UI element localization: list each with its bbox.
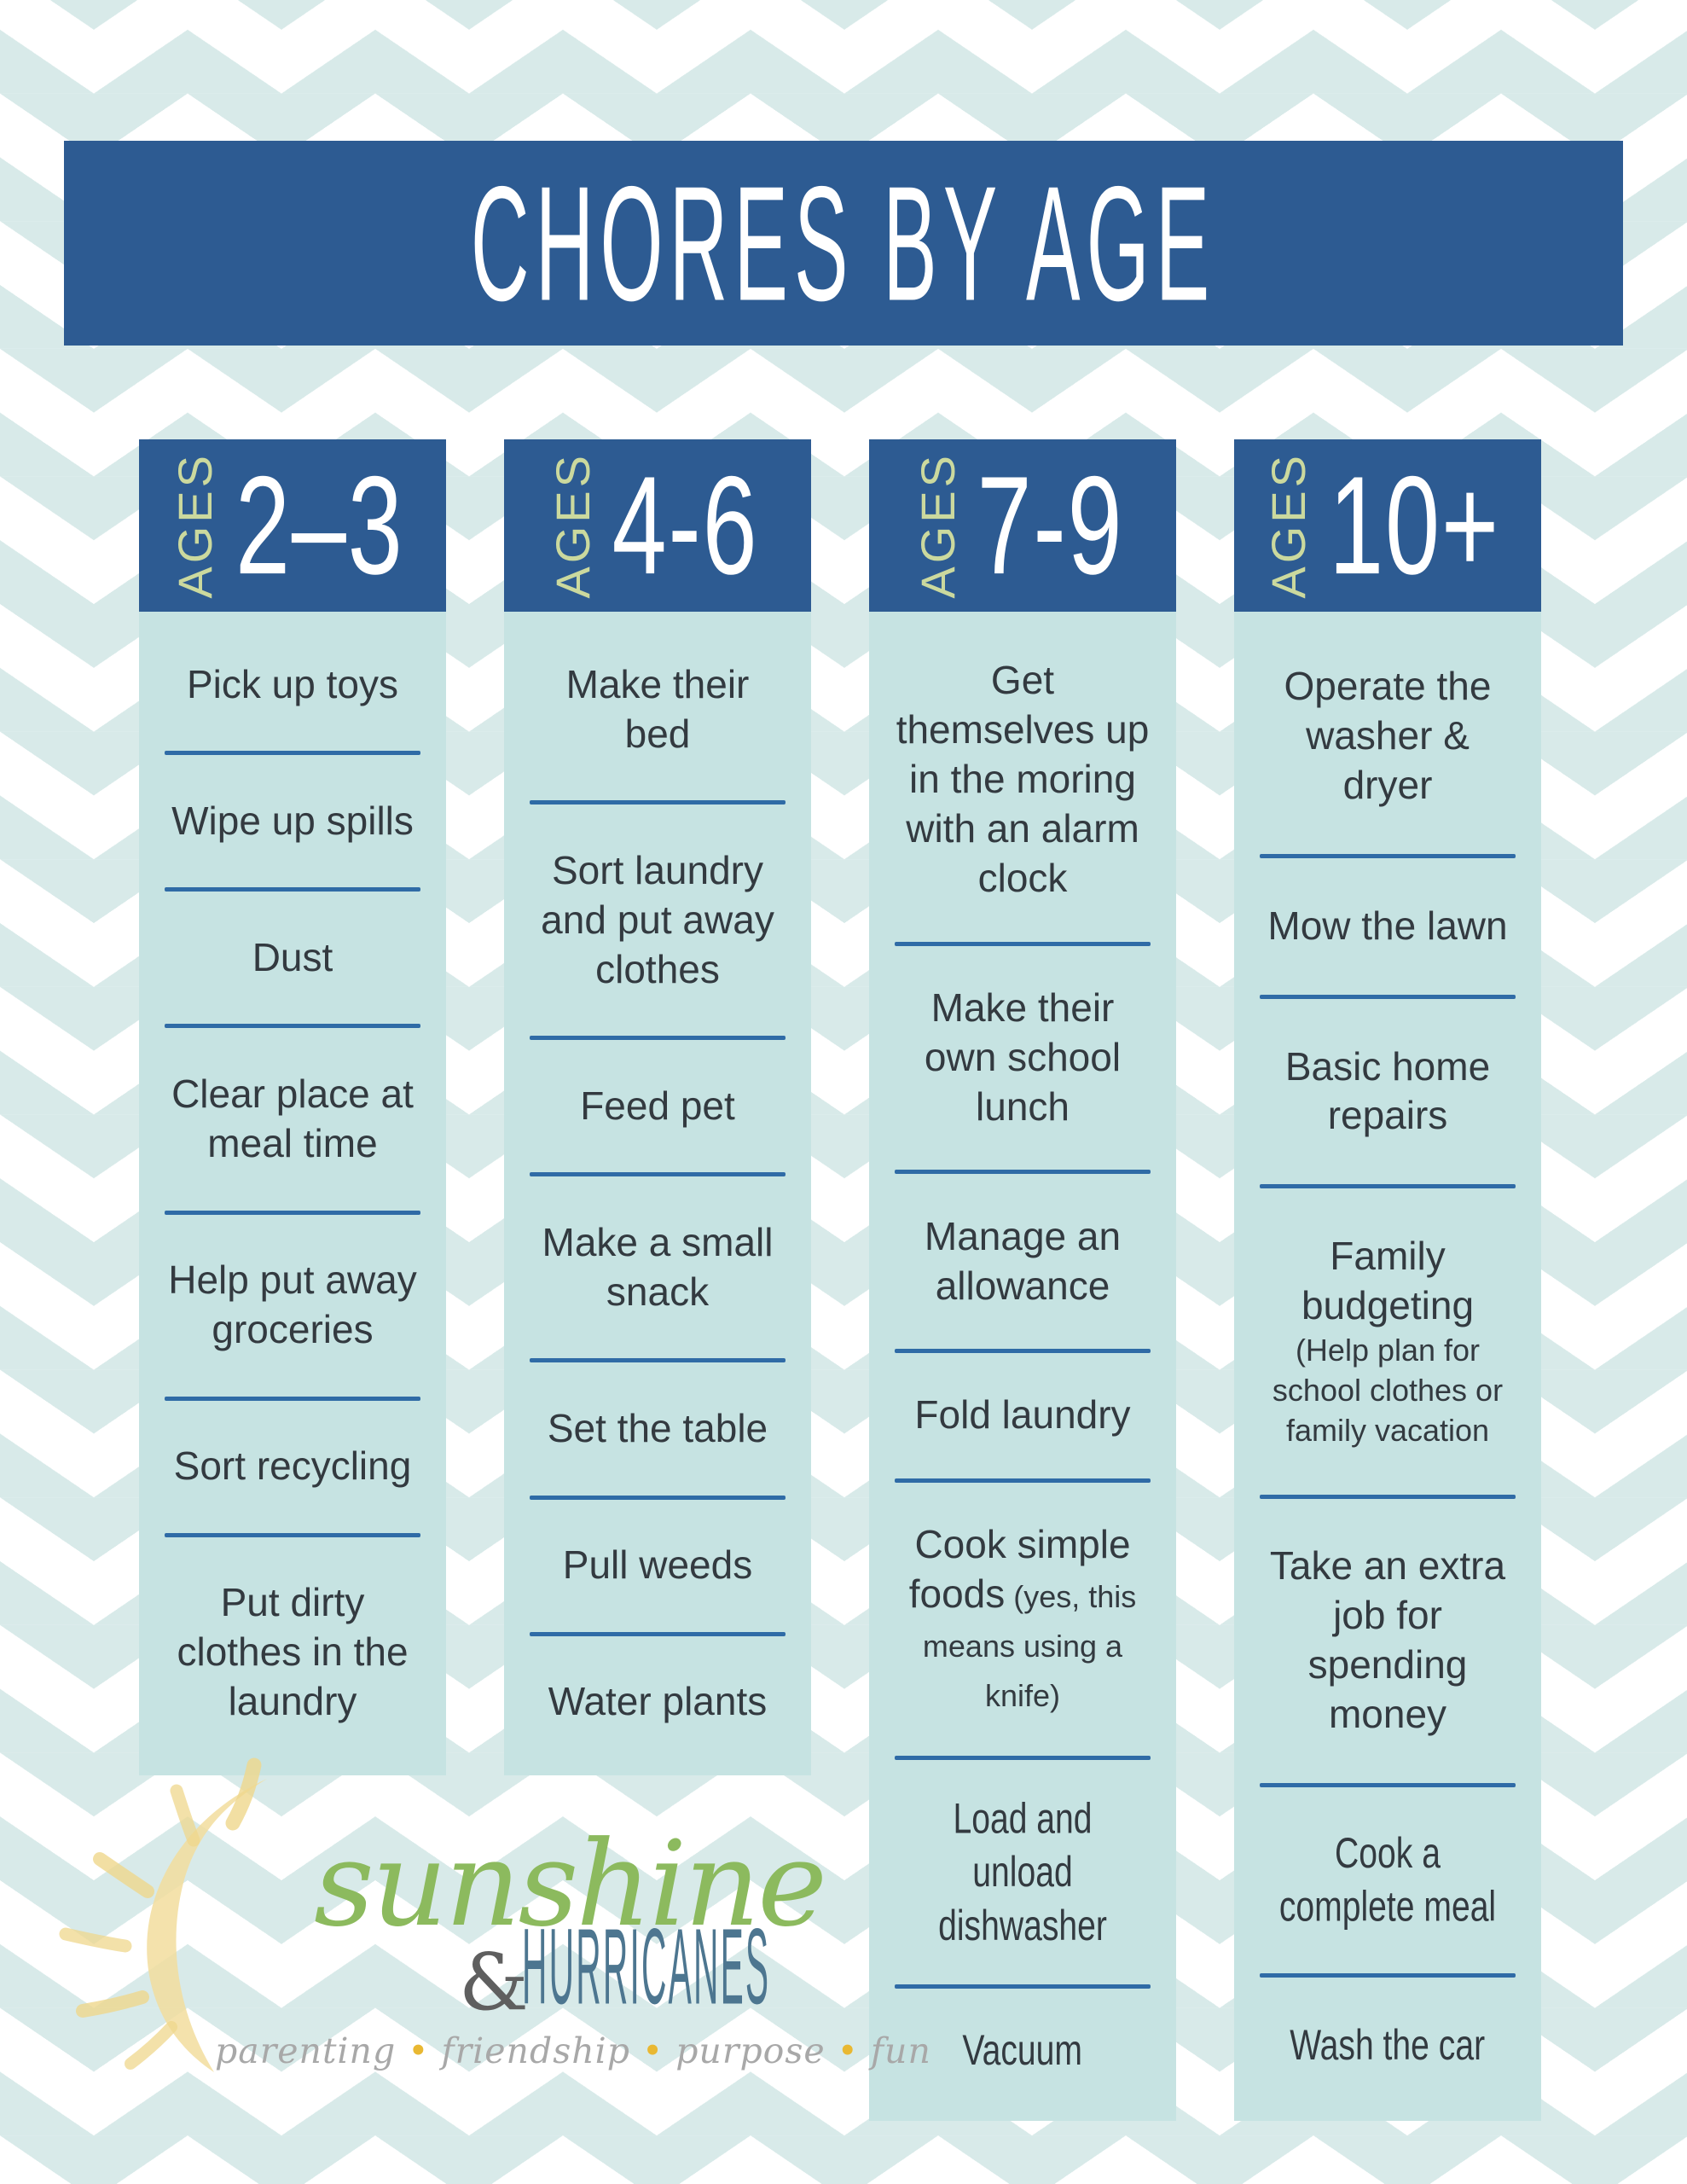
ages-vertical-label: AGES (168, 452, 223, 599)
divider-line (895, 1170, 1151, 1175)
chore-item: Make their bed (565, 661, 750, 756)
age-column: AGES 4-6 Make their bed Sort laundry and … (504, 439, 811, 1775)
logo-sunshine-text: sunshine (314, 1815, 827, 1953)
divider-line (895, 1348, 1151, 1353)
tagline-dot: • (642, 2030, 664, 2071)
chore-item: Wash the car (1290, 2020, 1486, 2069)
divider-line (895, 1478, 1151, 1483)
ages-vertical-label: AGES (910, 452, 965, 599)
divider-line (1260, 1494, 1516, 1499)
age-column-header: AGES 10+ (1234, 439, 1541, 612)
chore-item: Mow the lawn (1267, 903, 1508, 948)
ages-vertical-label: AGES (545, 452, 600, 599)
chore-item: Feed pet (580, 1083, 735, 1128)
chore-item-note: (yes, this means using a knife) (922, 1579, 1137, 1713)
chore-list: Make their bed Sort laundry and put away … (504, 612, 811, 1775)
divider-line (165, 1210, 420, 1215)
divider-line (895, 941, 1151, 946)
age-range-label: 2–3 (235, 447, 404, 604)
divider-line (530, 1358, 786, 1363)
logo-hurricanes-text: HURRICANES (522, 1906, 771, 2028)
age-column: AGES 7-9 Get themselves up in the moring… (869, 439, 1176, 2121)
age-column-header: AGES 7-9 (869, 439, 1176, 612)
chore-item: Cook simple foods (yes, this means using… (908, 1522, 1137, 1713)
divider-line (530, 1495, 786, 1500)
chore-item: Sort recycling (173, 1443, 412, 1489)
chore-item: Take an extra job for spending money (1269, 1543, 1506, 1737)
chore-item: Pull weeds (562, 1542, 753, 1588)
age-column: AGES 10+ Operate the washer & dryer Mow t… (1234, 439, 1541, 2121)
chore-item: Set the table (547, 1405, 768, 1450)
age-range-label: 7-9 (977, 447, 1123, 604)
chore-item: Operate the washer & dryer (1284, 663, 1492, 807)
sun-icon (47, 1753, 405, 2086)
chore-item: Wipe up spills (171, 798, 414, 843)
chore-item: Put dirty clothes in the laundry (177, 1580, 409, 1724)
divider-line (1260, 853, 1516, 858)
chore-item: Basic home repairs (1284, 1043, 1491, 1138)
chore-item: Clear place at meal time (171, 1072, 414, 1165)
divider-line (165, 887, 420, 892)
divider-line (530, 800, 786, 805)
tagline-word: purpose (675, 2030, 826, 2071)
chore-item: Cook a complete meal (1278, 1828, 1497, 1931)
age-range-label: 4-6 (612, 447, 758, 604)
tagline-word: fun (870, 2030, 931, 2071)
chore-item: Fold laundry (914, 1392, 1131, 1438)
divider-line (895, 1756, 1151, 1761)
tagline-dot: • (408, 2030, 430, 2071)
tagline-dot: • (837, 2030, 859, 2071)
chore-list: Operate the washer & dryer Mow the lawn Ba… (1234, 612, 1541, 2121)
logo-tagline: parenting • friendship • purpose • fun (215, 2030, 931, 2071)
tagline-word: parenting (215, 2030, 397, 2071)
chore-item: Load and unload dishwasher (938, 1793, 1107, 1949)
divider-line (895, 1984, 1151, 1989)
chore-item: Make a small snack (542, 1219, 774, 1314)
chore-item: Family budgeting (Help plan for school cl… (1234, 1232, 1541, 1450)
divider-line (1260, 1783, 1516, 1788)
chore-item: Manage an allowance (924, 1213, 1122, 1308)
chore-item: Water plants (548, 1679, 768, 1724)
divider-line (1260, 994, 1516, 999)
chore-item: Help put away groceries (168, 1258, 417, 1352)
chore-item: Sort laundry and put away clothes (541, 847, 774, 991)
chore-item: Make their own school lunch (924, 985, 1122, 1129)
divider-line (165, 751, 420, 756)
age-column-header: AGES 2–3 (139, 439, 446, 612)
chore-item-note: (Help plan for school clothes or family … (1272, 1333, 1504, 1448)
age-column-header: AGES 4-6 (504, 439, 811, 612)
divider-line (165, 1024, 420, 1029)
divider-line (1260, 1184, 1516, 1189)
logo-ampersand: & (459, 1937, 529, 2028)
chore-item: Get themselves up in the moring with an … (896, 658, 1150, 901)
title-banner: CHORES BY AGE (64, 141, 1623, 346)
tagline-word: friendship (441, 2030, 630, 2071)
divider-line (530, 1631, 786, 1636)
chore-list: Pick up toys Wipe up spills Dust Clear plac… (139, 612, 446, 1775)
divider-line (1260, 1972, 1516, 1978)
page-title: CHORES BY AGE (471, 152, 1216, 334)
chore-item: Vacuum (962, 2026, 1083, 2075)
divider-line (530, 1172, 786, 1177)
divider-line (530, 1036, 786, 1041)
divider-line (165, 1532, 420, 1537)
chore-item: Pick up toys (187, 661, 398, 706)
chore-item: Dust (252, 934, 333, 979)
ages-vertical-label: AGES (1261, 452, 1316, 599)
chore-list: Get themselves up in the moring with an … (869, 612, 1176, 2121)
divider-line (165, 1396, 420, 1401)
age-column: AGES 2–3 Pick up toys Wipe up spills Dust C… (139, 439, 446, 1775)
age-range-label: 10+ (1329, 447, 1501, 604)
